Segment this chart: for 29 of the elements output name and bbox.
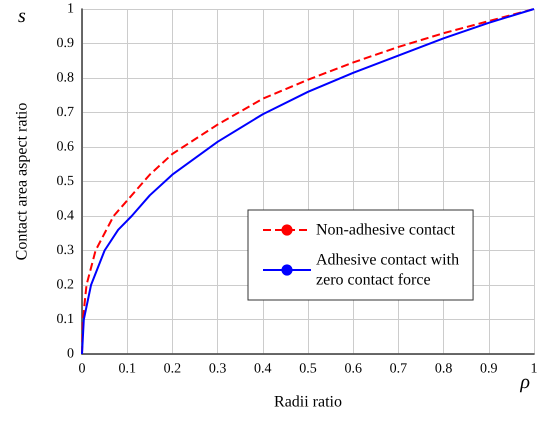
legend-label: Non-adhesive contact — [316, 222, 456, 238]
x-axis-title: Radii ratio — [274, 394, 342, 410]
line-series — [81, 8, 535, 355]
legend-label: Adhesive contact with zero contact force — [316, 252, 460, 288]
y-tick-label: 0.1 — [56, 312, 74, 327]
y-tick-label: 0.2 — [56, 278, 74, 292]
text: s — [18, 5, 26, 27]
x-tick-label: 0.3 — [208, 362, 226, 376]
y-axis-title: Contact area aspect ratio — [14, 102, 30, 260]
y-tick-label: 0 — [67, 346, 74, 362]
x-tick-label: 0.2 — [164, 362, 182, 376]
x-tick-label: 0.6 — [344, 362, 362, 376]
y-tick-label: 0.3 — [56, 243, 74, 258]
y-tick-label: 1 — [67, 2, 74, 16]
x-tick-label: 0.9 — [480, 362, 498, 376]
x-tick-label: 0.1 — [118, 362, 136, 376]
x-tick-label: 0.5 — [299, 362, 317, 376]
y-tick-label: 0.5 — [56, 174, 74, 189]
y-tick-label: 0.8 — [56, 70, 74, 86]
x-tick-label: 0 — [78, 362, 86, 376]
x-tick-label: 1 — [530, 362, 538, 376]
text: ρ — [519, 371, 530, 393]
y-tick-label: 0.4 — [56, 208, 74, 224]
y-tick-label: 0.6 — [56, 140, 74, 154]
y-tick-label: 0.7 — [56, 105, 74, 120]
y-tick-label: 0.9 — [56, 36, 74, 51]
x-tick-label: 0.7 — [390, 362, 408, 376]
x-tick-label: 0.4 — [254, 362, 272, 376]
x-tick-label: 0.8 — [434, 362, 452, 376]
